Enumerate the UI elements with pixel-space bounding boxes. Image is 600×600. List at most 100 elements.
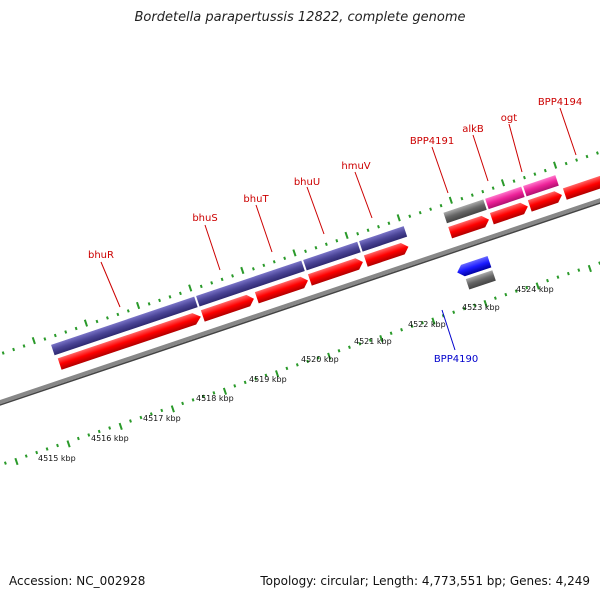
major-tick [188, 284, 193, 292]
minor-tick [24, 454, 28, 458]
major-tick [535, 282, 540, 290]
cds-arrow-bhuT[interactable] [254, 275, 310, 304]
gene-bar-BPP4190[interactable] [465, 270, 496, 290]
cds-arrow-bhuR[interactable] [57, 311, 203, 370]
major-tick [396, 214, 401, 222]
minor-tick [168, 295, 172, 299]
lower-tick-track [3, 261, 600, 466]
minor-tick [43, 337, 47, 341]
minor-tick [97, 429, 101, 434]
minor-tick [139, 415, 143, 420]
major-tick [379, 335, 384, 343]
gene-label-BPP4191[interactable]: BPP4191 [410, 136, 454, 147]
major-tick [448, 196, 453, 204]
major-tick [14, 457, 19, 466]
major-tick [83, 319, 89, 327]
minor-tick [493, 296, 497, 300]
minor-tick [564, 161, 568, 166]
major-tick [483, 299, 488, 308]
minor-tick [358, 342, 362, 346]
minor-tick [504, 292, 508, 297]
minor-tick [470, 193, 474, 197]
minor-tick [491, 186, 495, 190]
minor-tick [220, 277, 224, 282]
minor-tick [178, 291, 182, 296]
major-tick [31, 336, 36, 345]
minor-tick [147, 302, 151, 306]
minor-tick [523, 175, 526, 180]
minor-tick [533, 172, 537, 176]
gene-bar-bhuU[interactable] [303, 241, 361, 271]
gene-label-hmuV[interactable]: hmuV [341, 161, 370, 172]
minor-tick [149, 412, 153, 416]
cds-arrow-bhuU[interactable] [307, 256, 365, 286]
minor-tick [389, 331, 393, 335]
minor-tick [512, 179, 516, 183]
gene-label-alkB[interactable]: alkB [462, 124, 484, 135]
cds-arrow-ogt[interactable] [527, 189, 564, 212]
minor-tick [254, 377, 258, 381]
cds-arrow-BPP4191[interactable] [448, 214, 491, 239]
minor-tick [272, 260, 276, 264]
genome-backbone [0, 183, 600, 430]
minor-tick [108, 426, 112, 430]
minor-tick [45, 447, 49, 451]
minor-tick [566, 271, 570, 276]
kbp-label-4520: 4520 kbp [301, 355, 339, 364]
major-tick [136, 301, 141, 310]
minor-tick [106, 316, 109, 320]
minor-tick [348, 345, 351, 350]
gene-bar-ogt[interactable] [523, 175, 559, 197]
kbp-label-4522: 4522 kbp [408, 320, 446, 329]
gene-label-BPP4194[interactable]: BPP4194 [538, 97, 582, 108]
minor-tick [191, 398, 195, 402]
kbp-label-4516: 4516 kbp [91, 434, 129, 443]
minor-tick [439, 203, 443, 208]
minor-tick [514, 289, 518, 293]
minor-tick [126, 309, 130, 313]
gene-label-bhuT[interactable]: bhuT [243, 194, 269, 205]
map-title: Bordetella parapertussis 12822, complete… [134, 10, 466, 25]
minor-tick [356, 231, 360, 236]
minor-tick [264, 373, 268, 378]
minor-tick [160, 408, 164, 413]
minor-tick [418, 210, 422, 215]
minor-tick [3, 461, 7, 465]
minor-tick [199, 284, 203, 289]
major-tick [431, 317, 436, 325]
major-tick [240, 266, 245, 275]
gene-label-bhuR[interactable]: bhuR [88, 250, 114, 261]
kbp-label-4524: 4524 kbp [516, 285, 554, 294]
cds-arrow-alkB[interactable] [489, 201, 530, 225]
cds-arrow-BPP4194[interactable] [562, 163, 600, 200]
gene-label-bhuU[interactable]: bhuU [294, 177, 320, 188]
gene-label-BPP4190[interactable]: BPP4190 [434, 354, 478, 365]
cds-arrow-BPP4190[interactable] [455, 255, 492, 278]
minor-tick [387, 221, 391, 225]
minor-tick [212, 391, 216, 395]
gene-bar-BPP4191[interactable] [443, 199, 487, 224]
gene-bar-bhuR[interactable] [51, 296, 198, 356]
minor-tick [577, 268, 581, 272]
minor-tick [22, 344, 26, 348]
minor-tick [64, 330, 68, 334]
minor-tick [53, 333, 57, 338]
cds-arrow-bhuS[interactable] [200, 293, 256, 322]
kbp-label-4518: 4518 kbp [196, 394, 234, 403]
minor-tick [335, 239, 339, 243]
minor-tick [314, 246, 318, 250]
minor-tick [429, 207, 433, 211]
gene-bar-hmuV[interactable] [359, 226, 408, 252]
gene-bar-bhuS[interactable] [196, 260, 305, 307]
upper-tick-track [1, 151, 599, 355]
gene-label-bhuS[interactable]: bhuS [192, 213, 217, 224]
gene-label-ogt[interactable]: ogt [501, 113, 517, 124]
minor-tick [233, 384, 237, 388]
minor-tick [462, 306, 466, 311]
gene-bar-alkB[interactable] [485, 186, 525, 210]
cds-arrow-hmuV[interactable] [363, 241, 410, 267]
minor-tick [158, 298, 161, 303]
topology-text: Topology: circular; Length: 4,773,551 bp… [260, 574, 590, 588]
